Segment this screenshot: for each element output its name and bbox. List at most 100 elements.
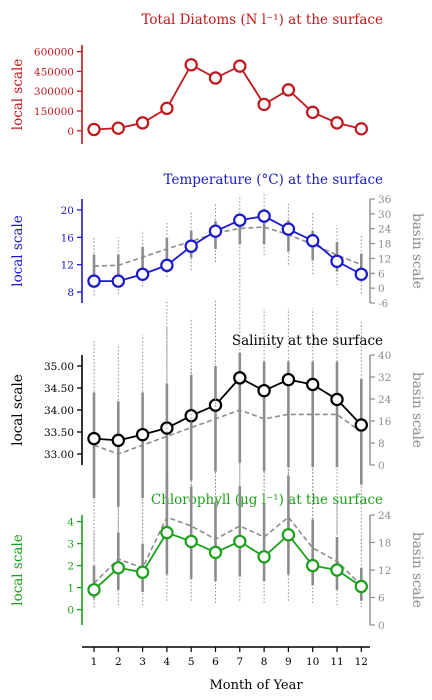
salinity-point [111,433,126,448]
temperature-left-tick-label: 8 [67,287,74,299]
temperature-point [135,267,150,281]
diatoms-left-tick-label: 150000 [34,106,74,118]
month-tick-label: 1 [91,656,98,668]
temperature-title: Temperature (°C) at the surface [164,172,383,188]
month-axis: 1 2 3 4 5 6 7 8 9 10 11 12 [82,646,370,668]
salinity-point [135,427,150,442]
chlorophyll-point [306,558,320,573]
temperature-point [111,274,126,288]
chlorophyll-point [87,583,101,597]
chlorophyll-left-tick-label: 1 [67,583,74,595]
chlorophyll-right-tick-label: 12 [378,565,391,577]
month-tick-label: 4 [164,656,171,668]
temperature-right-tick-label: 0 [378,283,385,295]
diatoms-point [208,71,223,85]
x-axis-label: Month of Year [209,678,303,693]
diatoms-point [257,97,271,112]
month-tick-label: 3 [139,656,146,668]
diatoms-point [184,58,198,72]
chlorophyll-point [184,534,198,549]
temperature-point [233,213,247,227]
month-tick-label: 2 [115,656,122,668]
diatoms-point [330,116,344,130]
salinity-left-tick-label: 33.50 [44,427,74,439]
chlorophyll-left-axis-label: local scale [10,534,26,606]
chlorophyll-right-tick-label: 18 [378,538,391,550]
temperature-right-tick-label: 6 [378,268,385,280]
temperature-right-tick-label: 12 [378,253,391,265]
salinity-right-axis-label: basin scale [409,372,425,448]
diatoms-title: Total Diatoms (N l⁻¹) at the surface [141,12,383,28]
salinity-right-tick-label: 40 [378,350,391,362]
chlorophyll-point [354,579,368,594]
diatoms-point [306,105,320,120]
salinity-basin-median-line [93,409,362,455]
diatoms-left-tick-label: 450000 [34,66,74,78]
diatoms-line [93,63,362,131]
temperature-right-tick-label: 36 [378,194,392,206]
temperature-right-tick-label: 24 [378,224,392,236]
chlorophyll-point [135,565,150,579]
month-tick-label: 5 [188,656,195,668]
diatoms-point [354,122,368,136]
diatoms-left-axis-label: local scale [10,59,26,131]
chlorophyll-point [257,550,271,564]
salinity-point [281,372,296,387]
chlorophyll-left-tick-label: 0 [67,605,74,617]
temperature-point [87,274,101,288]
chlorophyll-left-tick-label: 2 [67,561,74,573]
chlorophyll-point [208,545,223,560]
chlorophyll-point [111,561,126,575]
temperature-left-tick-label: 12 [61,260,74,272]
temperature-right-tick-label: 30 [378,209,391,221]
salinity-panel: Salinity at the surface33.0033.5034.0034… [10,256,425,569]
month-tick-label: 8 [261,656,268,668]
salinity-point [306,377,320,392]
temperature-point [184,239,198,253]
diatoms-point [135,116,150,130]
diatoms-left-tick-label: 0 [67,126,74,138]
chlorophyll-basin-median-line [93,516,362,586]
temperature-left-tick-label: 16 [61,232,75,244]
month-tick-label: 11 [330,656,343,668]
month-tick-label: 12 [355,656,368,668]
temperature-point [354,267,368,281]
chlorophyll-point [233,534,247,549]
salinity-right-tick-label: 8 [378,438,385,450]
month-tick-label: 9 [285,656,292,668]
salinity-title: Salinity at the surface [232,333,383,349]
salinity-left-tick-label: 33.00 [44,449,74,461]
temperature-left-axis-label: local scale [10,215,26,287]
diatoms-panel: Total Diatoms (N l⁻¹) at the surface 0 150… [10,12,383,144]
salinity-right-tick-label: 32 [378,372,391,384]
month-tick-label: 6 [212,656,219,668]
salinity-point [87,431,101,446]
chlorophyll-point [281,528,296,542]
salinity-right-tick-label: 0 [378,460,385,472]
temperature-right-axis-label: basin scale [409,213,425,289]
diatoms-left-tick-label: 600000 [34,47,74,59]
chlorophyll-point [160,525,174,540]
chlorophyll-right-axis-label: basin scale [409,532,425,608]
temperature-basin-median-line [93,226,362,267]
chlorophyll-left-tick-label: 4 [67,517,74,529]
temperature-point [281,222,296,236]
month-tick-label: 7 [236,656,243,668]
temperature-panel: Temperature (°C) at the surface 8 12 16 20 lo… [10,172,425,310]
chlorophyll-point [330,563,344,577]
chlorophyll-title: Chlorophyll (μg l⁻¹) at the surface [151,492,383,508]
temperature-point [257,209,271,223]
salinity-point [330,392,344,407]
temperature-right-tick-label: -6 [378,298,389,310]
temperature-point [208,224,223,238]
temperature-left-tick-label: 20 [61,205,74,217]
diatoms-point [87,122,101,137]
salinity-line [93,376,362,442]
salinity-left-tick-label: 34.00 [44,405,74,417]
salinity-point [354,418,368,432]
salinity-right-tick-label: 16 [378,416,392,428]
chlorophyll-right-tick-label: 6 [378,593,385,605]
temperature-point [306,234,320,248]
diatoms-left-tick-label: 300000 [34,86,74,98]
